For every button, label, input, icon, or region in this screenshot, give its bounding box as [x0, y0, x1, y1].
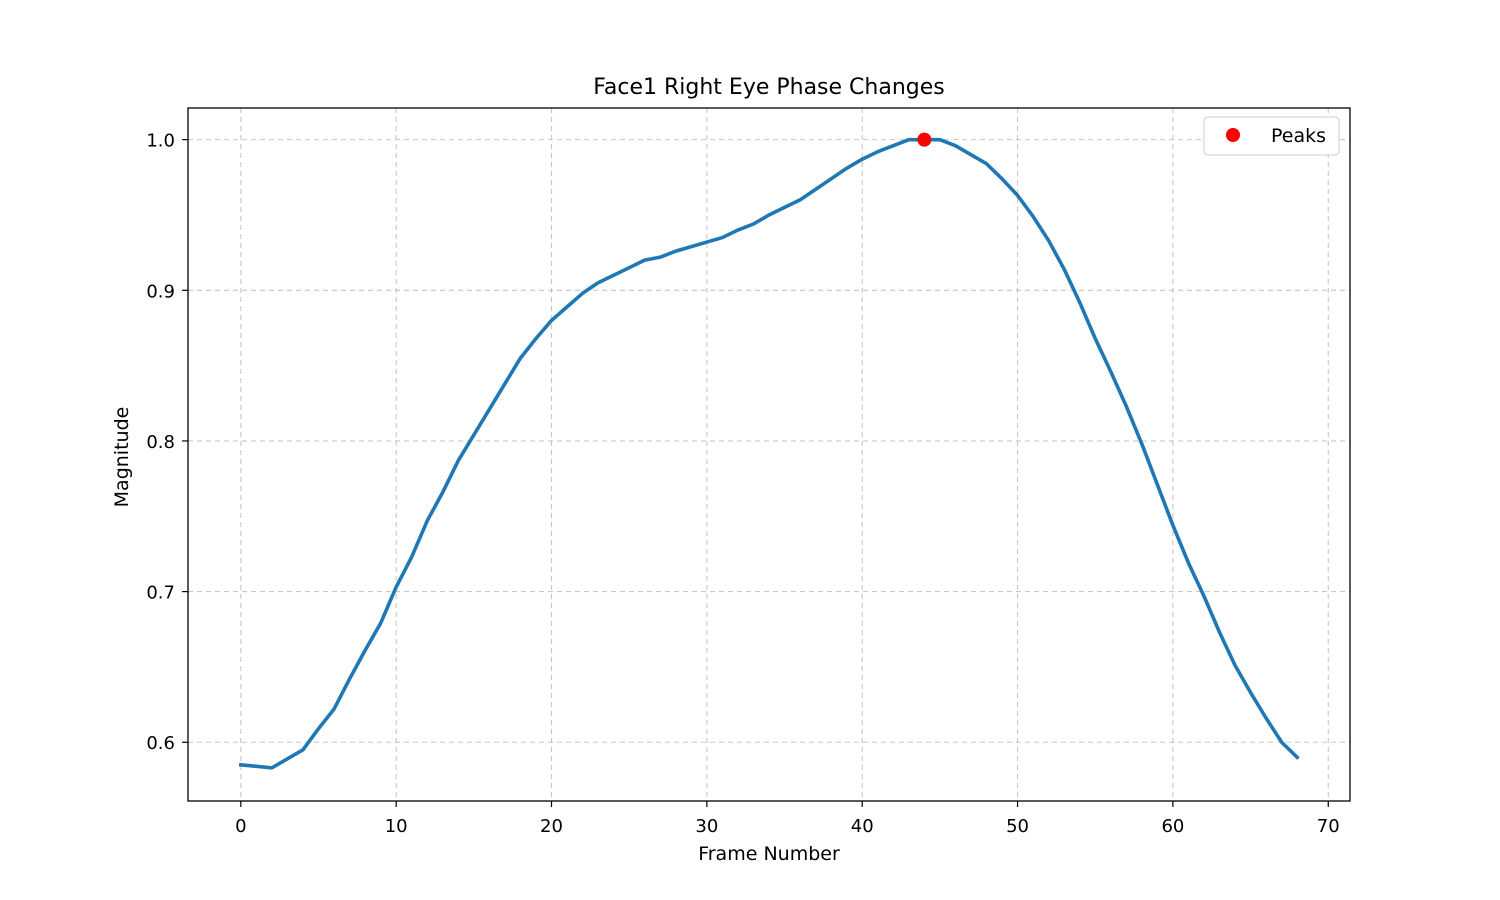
x-tick-label: 70 [1317, 816, 1340, 837]
legend-box [1203, 116, 1340, 156]
x-tick-label: 50 [1006, 816, 1029, 837]
grid [188, 108, 1350, 801]
legend: Peaks [1203, 116, 1340, 156]
legend-peak-marker [1226, 128, 1240, 142]
x-tick-label: 30 [695, 816, 718, 837]
chart-title: Face1 Right Eye Phase Changes [593, 75, 944, 100]
magnitude-line [238, 137, 1300, 770]
x-tick-label: 0 [235, 816, 246, 837]
ticks: 0 10 20 30 40 50 60 70 0.6 0.7 0.8 0.9 1.0 [146, 131, 1339, 837]
y-axis-label: Magnitude [111, 407, 133, 508]
series-layer [238, 132, 1300, 770]
plot-frame [187, 107, 1351, 802]
y-tick-label: 0.7 [146, 583, 175, 604]
y-tick-label: 0.6 [146, 733, 175, 754]
x-axis-label: Frame Number [698, 843, 840, 865]
y-tick-label: 0.9 [146, 281, 175, 302]
x-tick-label: 10 [385, 816, 408, 837]
x-tick-label: 40 [851, 816, 874, 837]
legend-label-peaks: Peaks [1271, 125, 1326, 147]
y-tick-label: 1.0 [146, 131, 175, 152]
peak-marker [917, 132, 932, 147]
x-tick-label: 20 [540, 816, 563, 837]
x-tick-label: 60 [1161, 816, 1184, 837]
y-tick-label: 0.8 [146, 432, 175, 453]
